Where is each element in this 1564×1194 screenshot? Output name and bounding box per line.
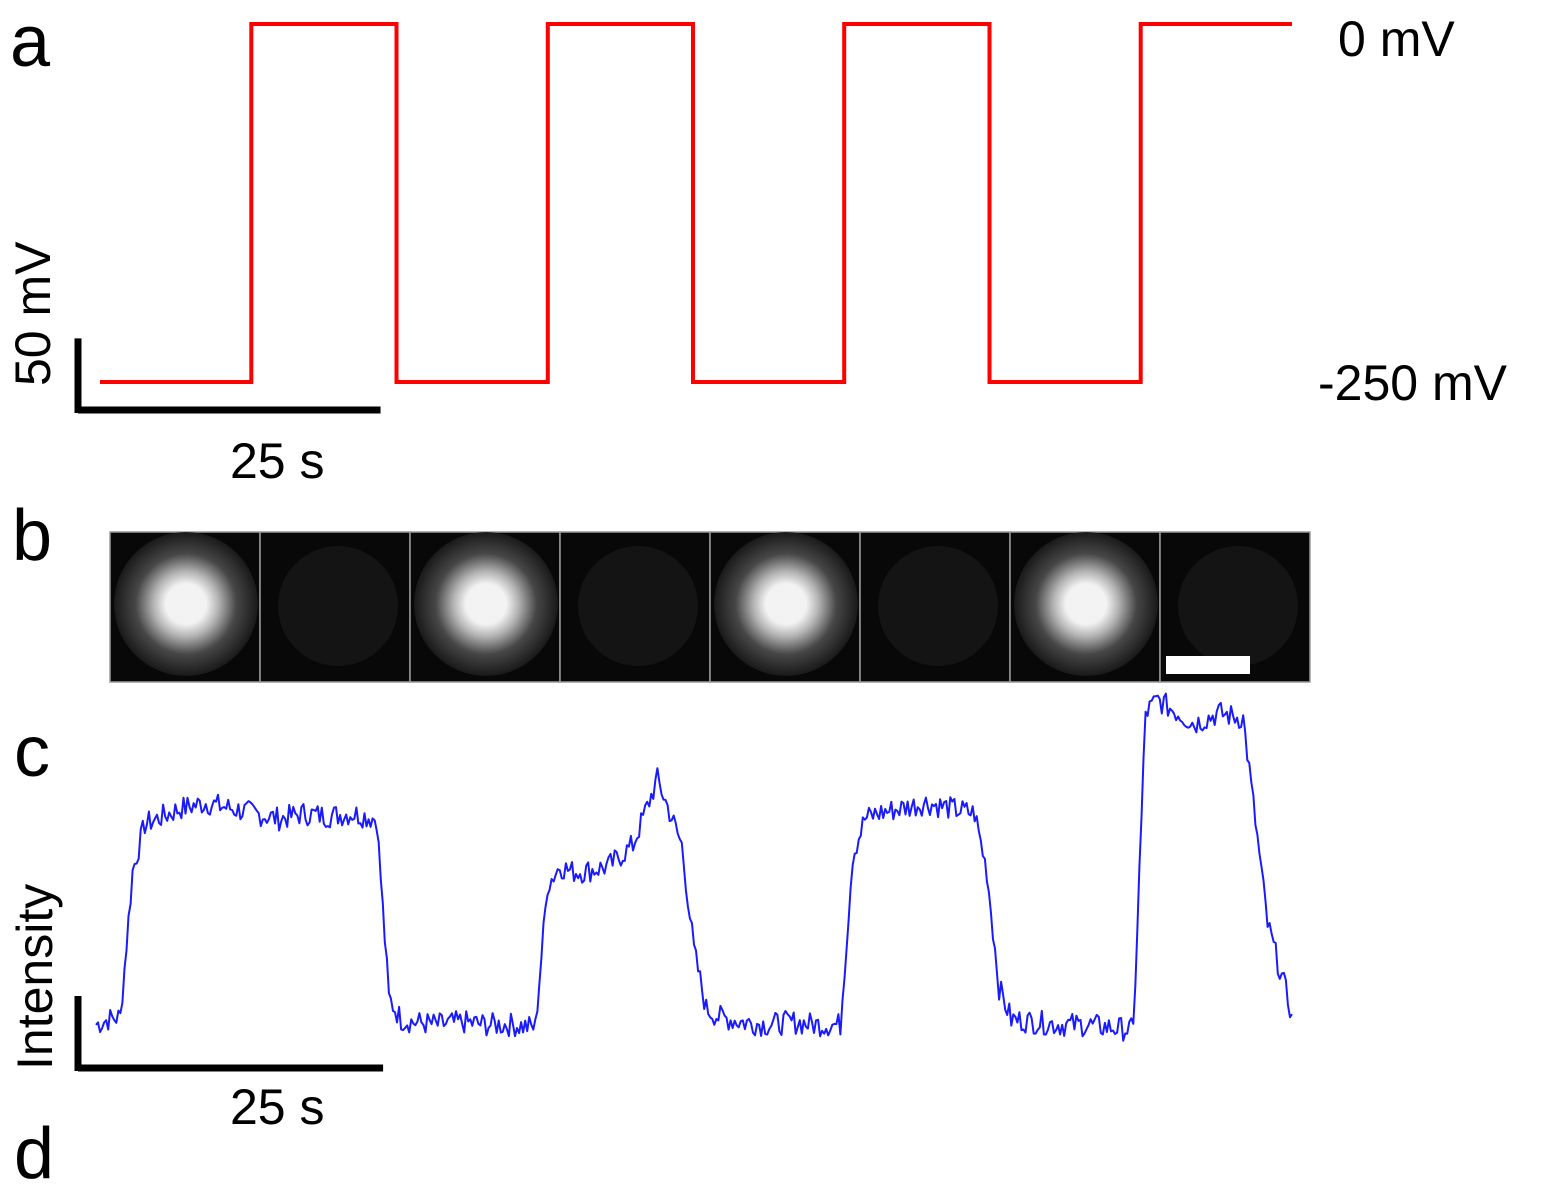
scalebar-c-x-label: 25 s xyxy=(230,1079,325,1135)
fluorescent-spot xyxy=(1014,532,1158,676)
intensity-trace-line xyxy=(95,692,1293,1042)
panel-a-scale-bar xyxy=(74,338,381,414)
figure-canvas xyxy=(74,22,1311,1072)
image-scale-bar xyxy=(1166,656,1250,674)
panel-a-voltage-trace xyxy=(100,22,1292,384)
panel-c-scale-bar xyxy=(74,996,384,1072)
dim-background xyxy=(578,546,698,666)
fluorescent-spot xyxy=(114,532,258,676)
scalebar-a-x-label: 25 s xyxy=(230,433,325,489)
panel-label-c: c xyxy=(14,712,50,792)
panel-b-image-strip xyxy=(109,531,1311,683)
dim-background xyxy=(1178,546,1298,666)
panel-c-intensity-trace xyxy=(95,692,1293,1042)
fluorescent-spot xyxy=(714,532,858,676)
level-label-top: 0 mV xyxy=(1338,11,1455,67)
fluorescent-spot xyxy=(414,532,558,676)
level-label-bottom: -250 mV xyxy=(1318,355,1507,411)
voltage-trace-line xyxy=(100,22,1292,384)
dim-background xyxy=(278,546,398,666)
dim-background xyxy=(878,546,998,666)
panel-label-a: a xyxy=(10,2,51,82)
panel-label-b: b xyxy=(12,496,53,576)
